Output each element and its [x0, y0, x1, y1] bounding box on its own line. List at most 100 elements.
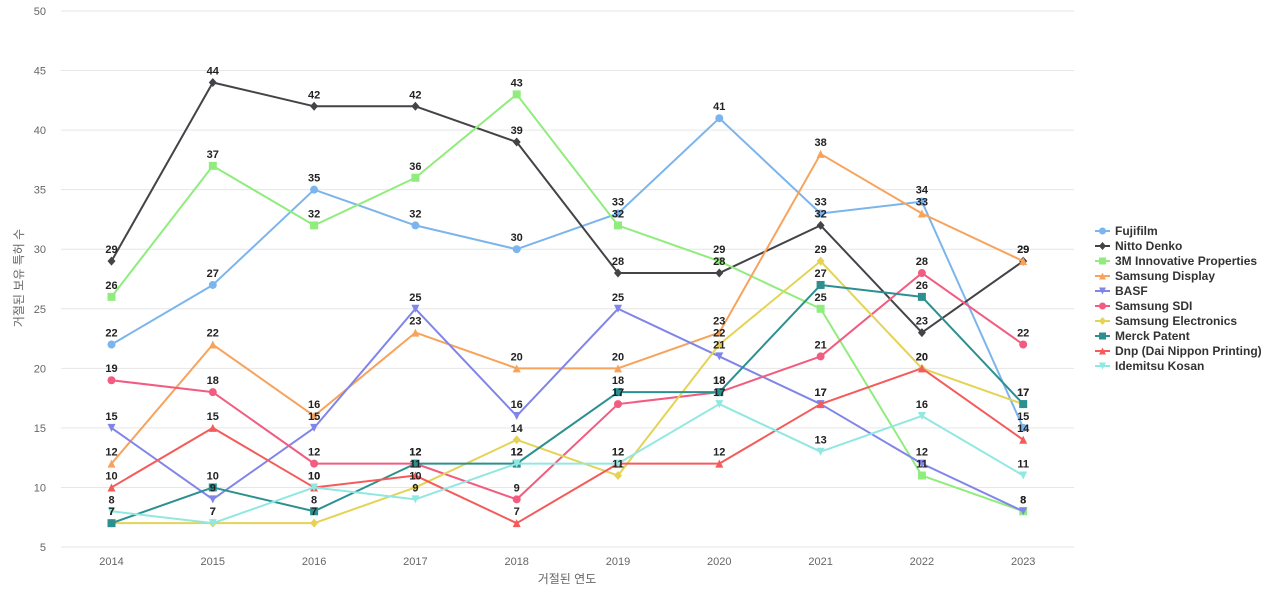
data-point[interactable] [310, 101, 319, 111]
legend-item[interactable]: Samsung Display [1095, 269, 1215, 283]
data-point[interactable] [411, 328, 420, 337]
data-point[interactable] [614, 304, 622, 313]
data-point[interactable] [715, 388, 724, 397]
data-point[interactable] [715, 352, 724, 361]
data-point[interactable] [411, 221, 420, 230]
data-point[interactable] [208, 483, 217, 492]
data-point[interactable] [107, 376, 116, 385]
data-point[interactable] [411, 173, 420, 182]
data-point[interactable] [715, 400, 724, 409]
data-point[interactable] [310, 483, 319, 492]
data-point[interactable] [1019, 471, 1028, 480]
data-point[interactable] [107, 519, 116, 528]
data-point[interactable] [512, 364, 521, 373]
data-point[interactable] [107, 292, 116, 301]
data-point[interactable] [917, 292, 926, 301]
data-point[interactable] [208, 340, 217, 349]
data-point[interactable] [310, 507, 319, 516]
series-line[interactable] [111, 283, 1024, 525]
series-line[interactable] [110, 367, 1024, 525]
data-point[interactable] [107, 507, 116, 516]
data-point[interactable] [512, 435, 521, 445]
series-line[interactable] [111, 272, 1024, 501]
series-line[interactable] [111, 403, 1024, 525]
data-point[interactable] [107, 256, 116, 266]
legend-item[interactable]: Nitto Denko [1095, 239, 1182, 253]
data-point[interactable] [917, 209, 926, 218]
data-point[interactable] [310, 221, 319, 230]
series-line[interactable] [110, 152, 1024, 465]
legend-item[interactable]: Samsung Electronics [1095, 314, 1237, 328]
data-point[interactable] [208, 280, 217, 289]
data-point[interactable] [1019, 257, 1028, 266]
data-point[interactable] [715, 328, 724, 337]
data-point[interactable] [1019, 423, 1028, 432]
data-point[interactable] [614, 209, 622, 218]
data-point[interactable] [614, 471, 622, 481]
data-point[interactable] [614, 221, 622, 230]
data-point[interactable] [917, 197, 926, 206]
data-point[interactable] [107, 423, 116, 432]
legend-item[interactable]: 3M Innovative Properties [1095, 254, 1257, 268]
data-point[interactable] [512, 245, 521, 254]
data-point[interactable] [614, 388, 622, 397]
data-point[interactable] [715, 114, 724, 123]
data-point[interactable] [208, 388, 217, 397]
data-point[interactable] [411, 471, 420, 480]
legend-item[interactable]: Samsung SDI [1095, 299, 1192, 313]
series-line[interactable] [110, 307, 1024, 513]
data-point[interactable] [816, 280, 825, 289]
data-point[interactable] [310, 185, 319, 194]
data-point[interactable] [816, 304, 825, 313]
data-point[interactable] [512, 90, 521, 99]
data-point[interactable] [107, 340, 116, 349]
data-point[interactable] [917, 459, 926, 468]
data-point[interactable] [614, 459, 622, 468]
data-point[interactable] [107, 459, 116, 468]
legend-item[interactable]: BASF [1095, 284, 1148, 298]
data-point[interactable] [614, 364, 622, 373]
data-point[interactable] [310, 411, 319, 420]
data-point[interactable] [917, 269, 926, 278]
data-point[interactable] [208, 495, 217, 504]
legend-item[interactable]: Idemitsu Kosan [1095, 359, 1204, 373]
data-point[interactable] [816, 256, 825, 266]
data-point[interactable] [512, 519, 521, 528]
data-point[interactable] [310, 459, 319, 468]
data-point[interactable] [512, 137, 521, 147]
data-point[interactable] [614, 268, 622, 278]
data-point[interactable] [816, 220, 825, 230]
data-point[interactable] [917, 328, 926, 338]
data-point[interactable] [816, 400, 825, 409]
data-point[interactable] [411, 459, 420, 468]
data-point[interactable] [917, 364, 926, 373]
data-point[interactable] [816, 209, 825, 218]
data-point[interactable] [208, 423, 217, 432]
data-point[interactable] [816, 447, 825, 456]
data-point[interactable] [512, 411, 521, 420]
series-line[interactable] [110, 117, 1025, 429]
data-point[interactable] [1019, 340, 1028, 349]
data-point[interactable] [816, 352, 825, 361]
data-point[interactable] [208, 519, 217, 528]
data-point[interactable] [310, 423, 319, 432]
data-point[interactable] [512, 459, 521, 468]
legend-item[interactable]: Merck Patent [1095, 329, 1190, 343]
legend-item[interactable]: Dnp (Dai Nippon Printing) [1095, 344, 1262, 358]
data-point[interactable] [917, 471, 926, 480]
data-point[interactable] [715, 257, 724, 266]
data-point[interactable] [310, 518, 319, 528]
data-point[interactable] [411, 304, 420, 313]
legend-item[interactable]: Fujifilm [1095, 224, 1158, 238]
series-line[interactable] [110, 93, 1024, 513]
data-point[interactable] [107, 483, 116, 492]
data-point[interactable] [715, 459, 724, 468]
data-point[interactable] [411, 495, 420, 504]
data-point[interactable] [1019, 435, 1028, 444]
data-point[interactable] [715, 268, 724, 278]
data-point[interactable] [411, 101, 420, 111]
series-line[interactable] [110, 81, 1024, 334]
data-point[interactable] [614, 400, 622, 409]
data-point[interactable] [411, 482, 420, 492]
